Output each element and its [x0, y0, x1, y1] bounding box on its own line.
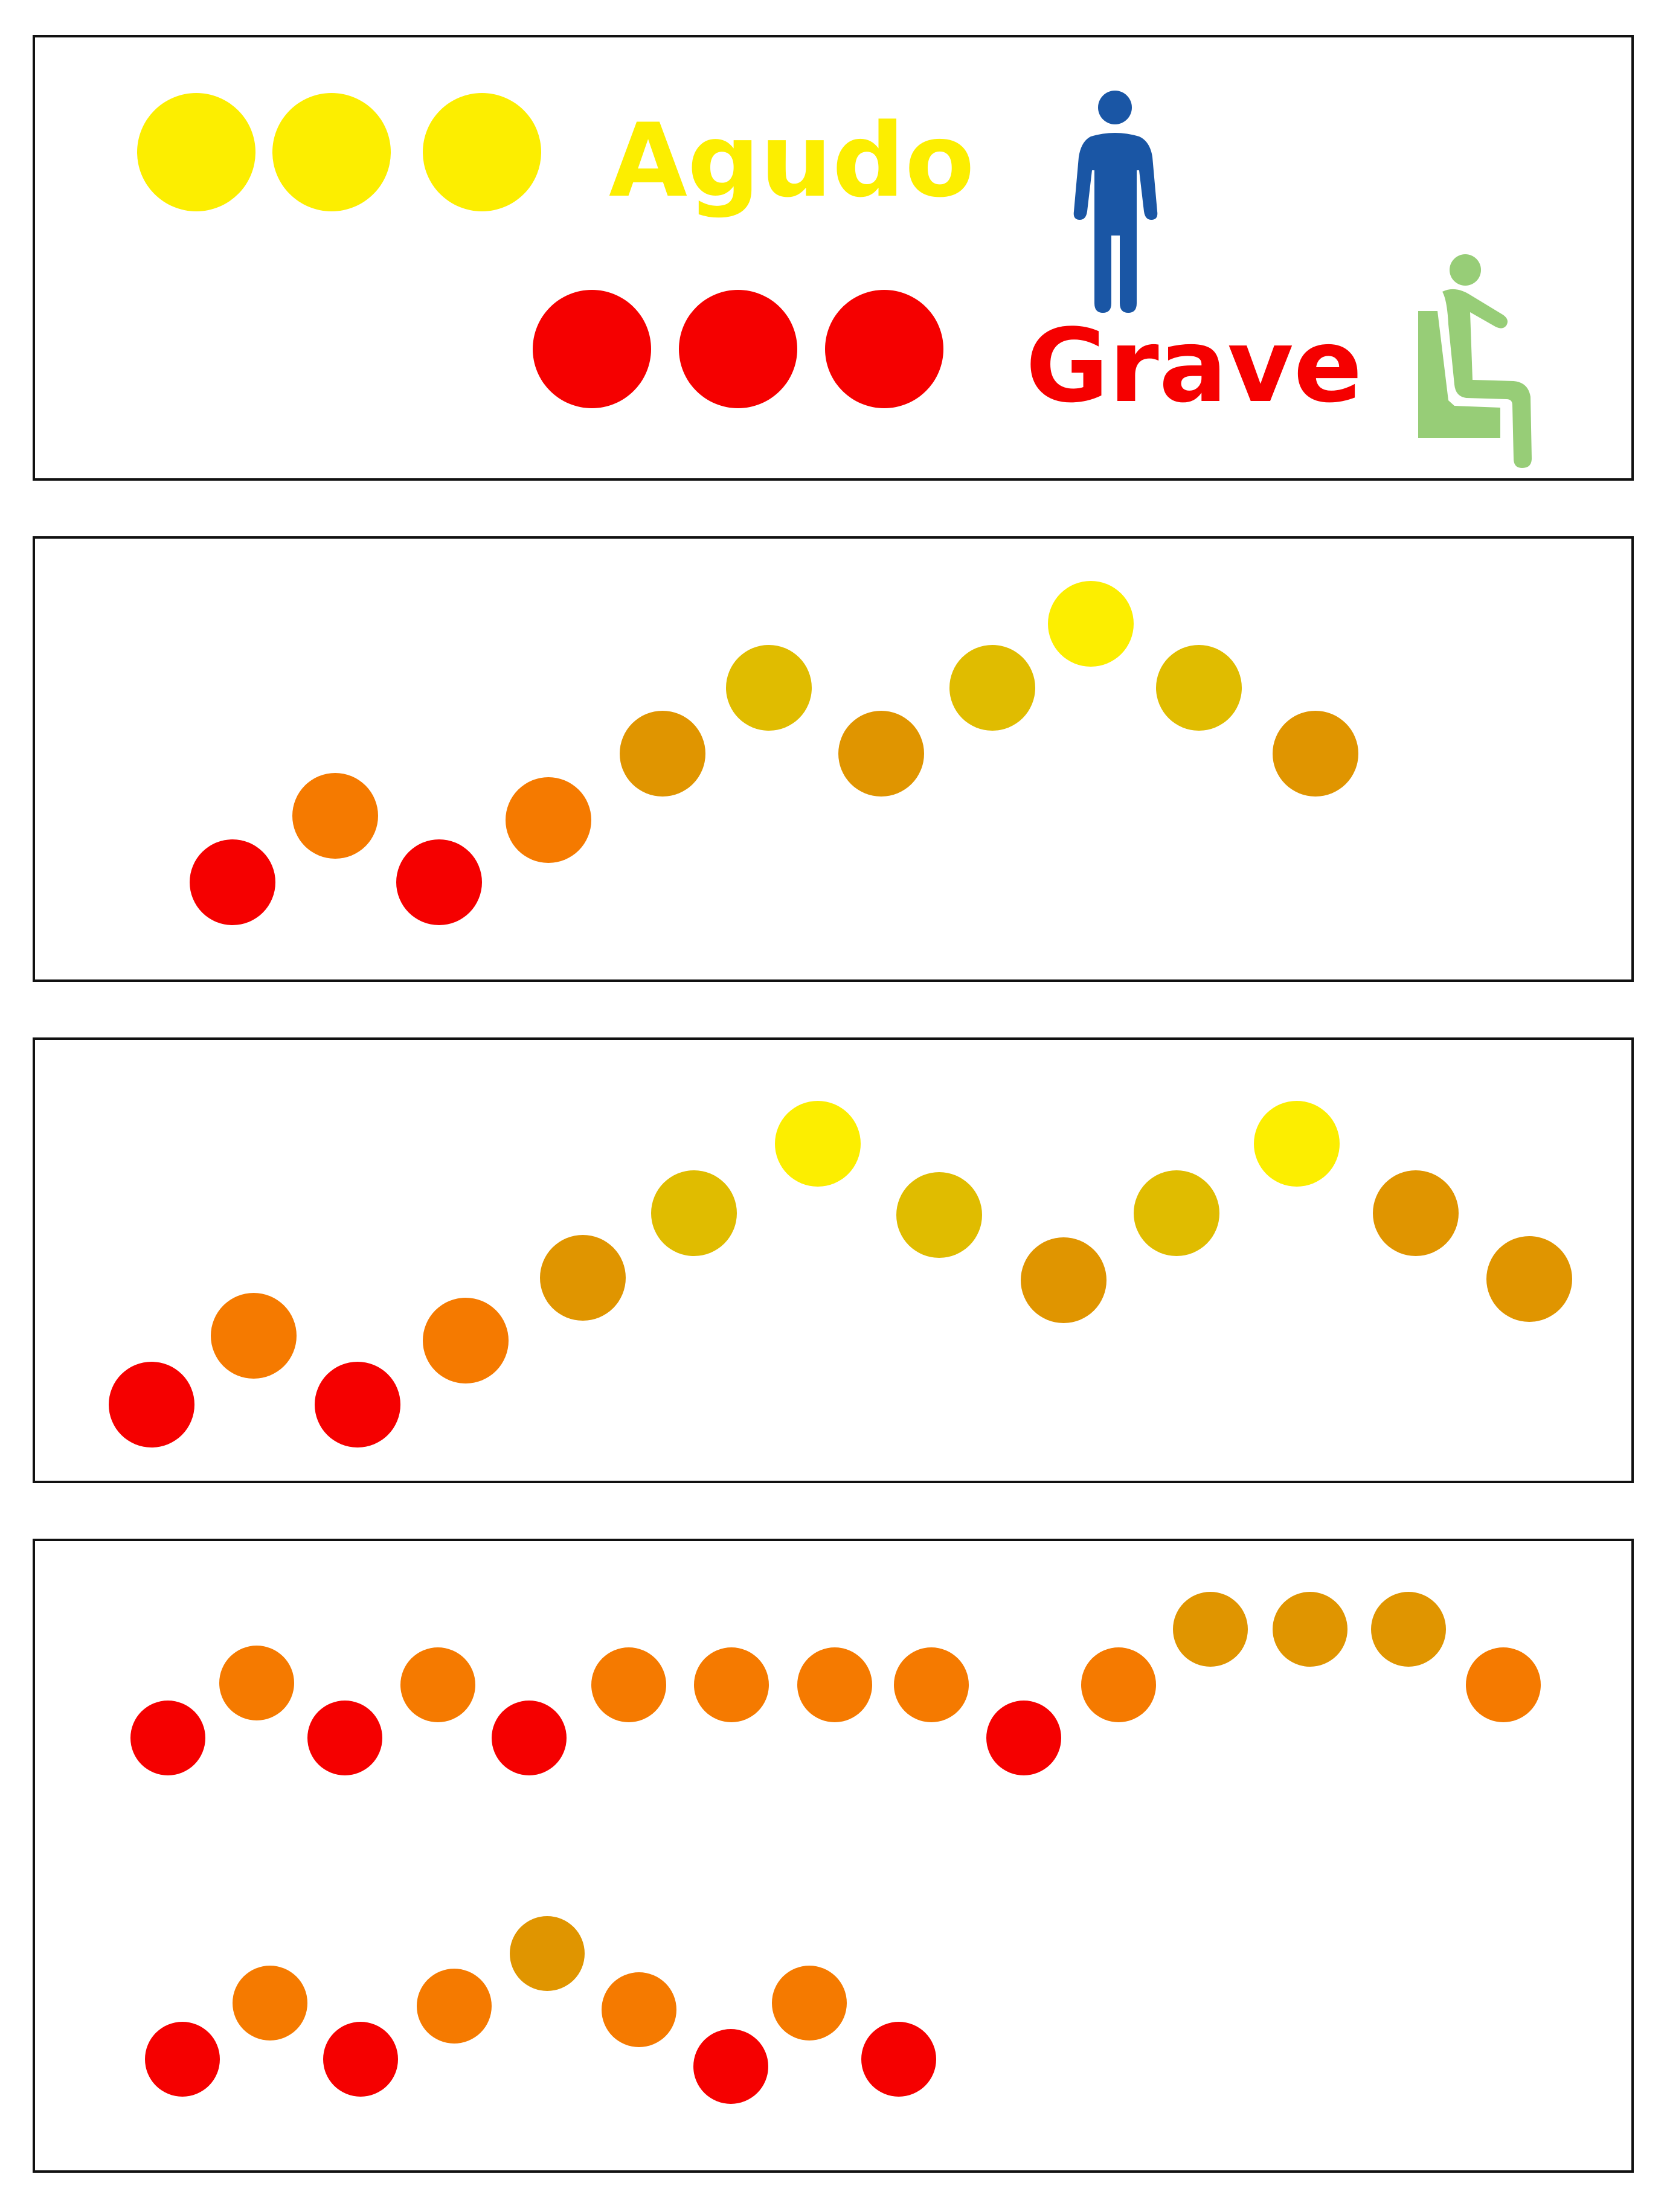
legend-panel: Agudo Grave [33, 35, 1634, 481]
melody-note [1273, 711, 1358, 797]
melody-3-graphics [130, 1592, 1541, 2104]
melody-note [492, 1701, 567, 1775]
melody-note [190, 839, 275, 925]
melody-note [726, 645, 812, 731]
melody-note [315, 1362, 400, 1447]
melody-1-graphics [190, 581, 1358, 925]
melody-note [838, 711, 924, 797]
legend-high-dot [272, 93, 391, 211]
melody-note [986, 1701, 1061, 1775]
legend-high-label: Agudo [609, 101, 975, 220]
melody-note [323, 2022, 398, 2097]
melody-note [1371, 1592, 1446, 1667]
melody-4-dots [145, 1916, 936, 2104]
melody-note [1081, 1647, 1156, 1722]
melody-note [1486, 1236, 1572, 1322]
melody-note [861, 2022, 936, 2097]
melody-note [423, 1298, 509, 1383]
melody-note [506, 777, 591, 863]
melody-note [1048, 581, 1134, 667]
melody-note [219, 1646, 294, 1720]
melody-note [417, 1969, 492, 2044]
legend-high-dot [423, 93, 541, 211]
melody-note [510, 1916, 585, 1991]
melody-note [620, 711, 705, 797]
melody-note [694, 1647, 769, 1722]
melody-note [1021, 1237, 1107, 1323]
legend-low-dot [679, 290, 797, 408]
melody-note [896, 1172, 982, 1258]
melody-note [540, 1235, 626, 1321]
melody-note [602, 1972, 676, 2047]
melody-1-dots [190, 581, 1358, 925]
melody-2-dots [109, 1101, 1572, 1447]
melody-note [1156, 645, 1242, 731]
melody-note [307, 1701, 382, 1775]
melody-note [130, 1701, 205, 1775]
legend-low-label: Grave [1026, 307, 1363, 425]
melody-note [396, 839, 482, 925]
melody-note [1466, 1647, 1541, 1722]
melody-note [775, 1101, 861, 1187]
melody-note [1173, 1592, 1248, 1667]
melody-note [894, 1647, 969, 1722]
melody-panel-2 [33, 1037, 1634, 1483]
melody-2-graphics [109, 1101, 1572, 1447]
melody-note [145, 2022, 220, 2097]
melody-note [1373, 1170, 1459, 1256]
legend-high-dot [137, 93, 255, 211]
melody-note [651, 1170, 737, 1256]
melody-note [233, 1966, 307, 2040]
melody-note [1134, 1170, 1219, 1256]
legend-low-dot [825, 290, 943, 408]
melody-note [591, 1647, 666, 1722]
legend-graphics: Agudo Grave [137, 91, 1532, 468]
high-dots-row [137, 93, 541, 211]
low-dots-row [533, 290, 943, 408]
melody-note [109, 1362, 194, 1447]
melody-3-dots [130, 1592, 1541, 1775]
melody-panel-1 [33, 536, 1634, 982]
sitting-person-icon [1418, 254, 1532, 468]
melody-note [949, 645, 1035, 731]
melody-note [1273, 1592, 1347, 1667]
melody-note [292, 773, 378, 859]
melody-note [772, 1966, 847, 2040]
melody-note [211, 1293, 297, 1379]
melody-note [1254, 1101, 1340, 1187]
melody-panel-3 [33, 1539, 1634, 2173]
legend-low-dot [533, 290, 651, 408]
melody-note [797, 1647, 872, 1722]
melody-note [693, 2029, 768, 2104]
melody-note [400, 1647, 475, 1722]
standing-person-icon [1073, 91, 1158, 313]
